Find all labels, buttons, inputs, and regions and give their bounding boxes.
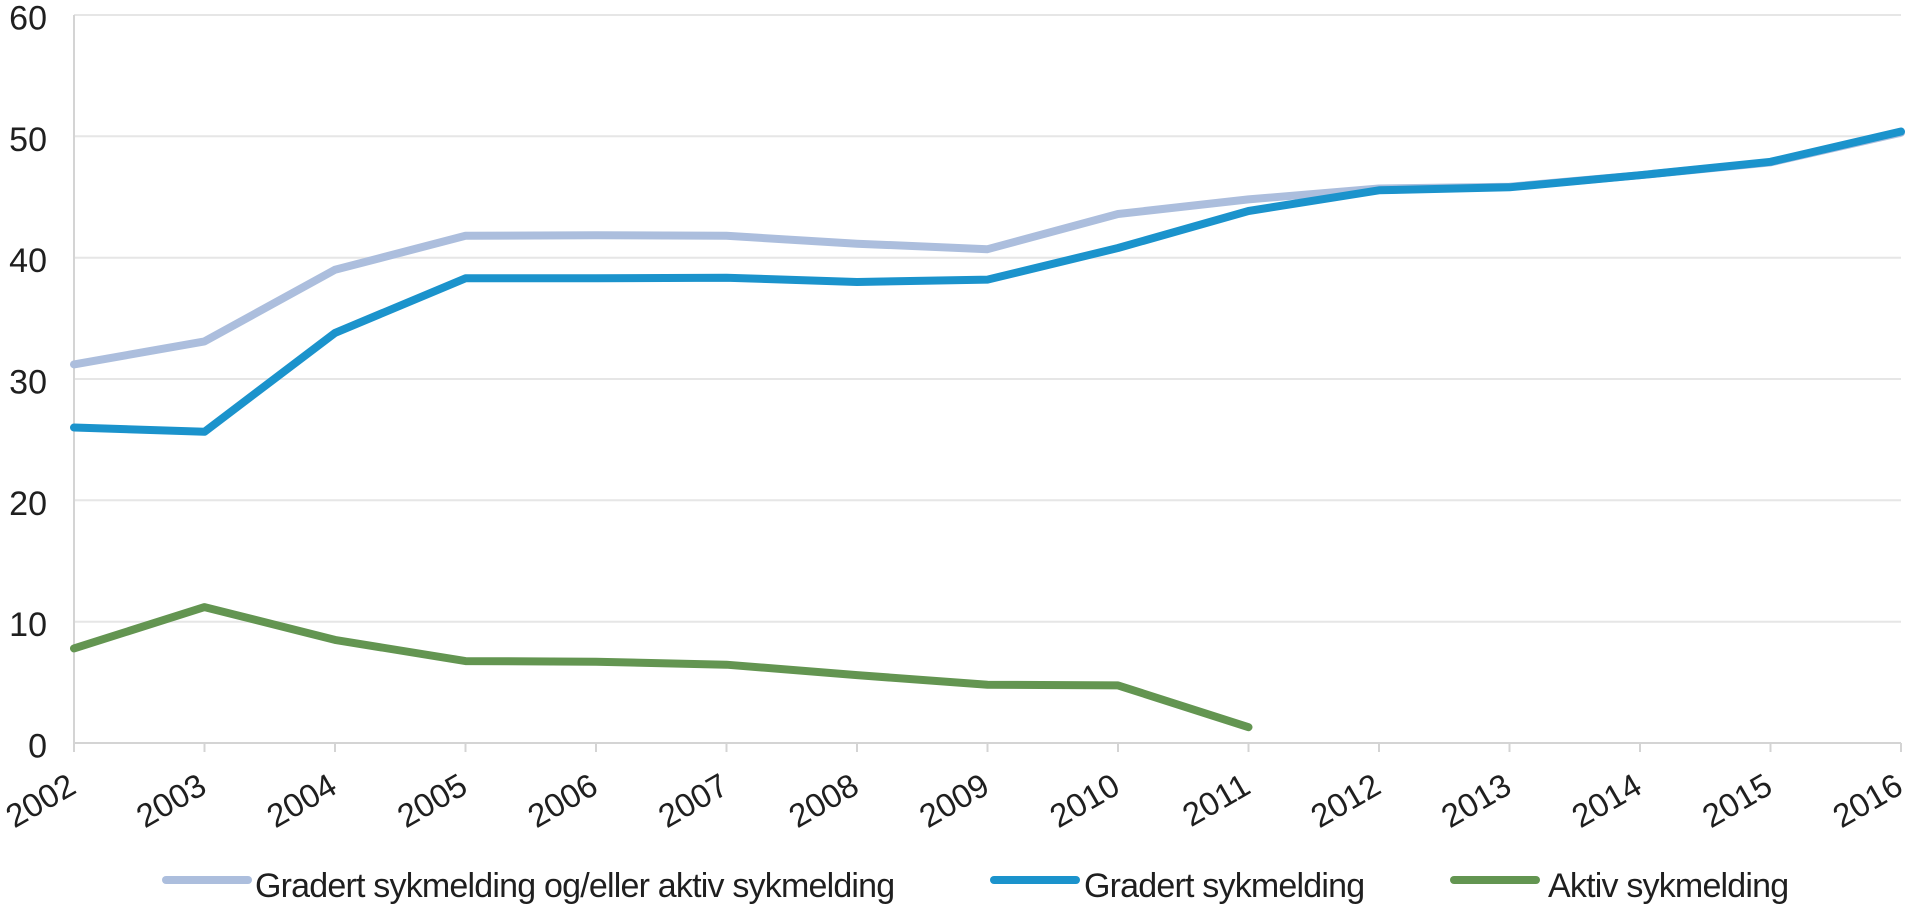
svg-text:20: 20 (9, 485, 47, 523)
svg-text:0: 0 (28, 728, 47, 766)
svg-text:40: 40 (9, 242, 47, 280)
svg-text:50: 50 (9, 121, 47, 159)
svg-text:Gradert sykmelding og/eller ak: Gradert sykmelding og/eller aktiv sykmel… (255, 867, 894, 905)
svg-text:Aktiv sykmelding: Aktiv sykmelding (1548, 867, 1788, 905)
svg-text:10: 10 (9, 606, 47, 644)
svg-text:30: 30 (9, 364, 47, 402)
svg-text:Gradert sykmelding: Gradert sykmelding (1084, 867, 1364, 905)
svg-text:60: 60 (9, 0, 47, 38)
